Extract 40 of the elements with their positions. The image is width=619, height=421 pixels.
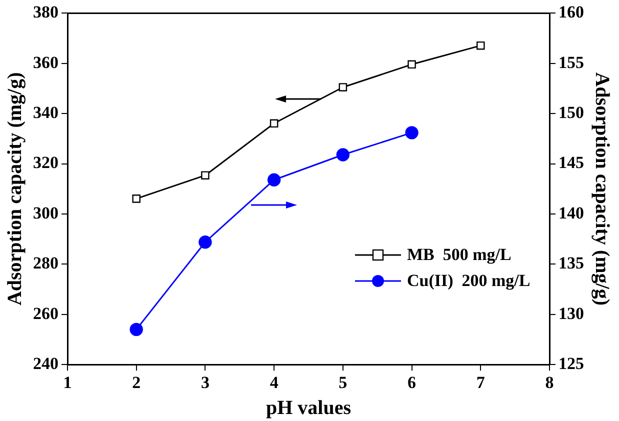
point (405, 126, 418, 140)
point (132, 194, 140, 203)
point (336, 148, 350, 162)
point (201, 171, 210, 180)
x-tick-label: 5 (338, 373, 348, 392)
y-tick-label: 340 (33, 102, 58, 122)
y2-tick-label: 160 (558, 2, 584, 22)
x-tick-label: 1 (63, 373, 72, 392)
y2-tick-label: 135 (558, 254, 584, 273)
point (198, 236, 212, 249)
y-tick-label: 320 (33, 153, 58, 172)
x-tick-label: 3 (200, 373, 210, 392)
x-axis-title: pH values (266, 397, 352, 420)
y-tick-label: 360 (33, 52, 58, 72)
point (267, 173, 281, 186)
y2-tick-label: 130 (558, 304, 584, 323)
legend-label: MB 500 mg/L (406, 244, 512, 266)
y2-tick-label: 145 (558, 153, 584, 172)
x-tick-label: 6 (408, 373, 416, 392)
point (476, 41, 485, 50)
y-tick-label: 240 (33, 354, 58, 373)
y-axis-title: Adsorption capacity (mg/g) (4, 72, 26, 306)
y2-tick-label: 150 (558, 102, 584, 122)
y2-tick-label: 155 (558, 52, 584, 72)
point (408, 60, 416, 69)
y-tick-label: 280 (33, 254, 58, 273)
y2-tick-label: 125 (558, 354, 584, 373)
legend-label: Cu(II) 200 mg/L (406, 270, 530, 292)
y-tick-label: 380 (33, 2, 58, 22)
y2-axis-title: Adsorption capacity (mg/g) (590, 72, 613, 306)
x-tick-label: 7 (476, 373, 486, 392)
x-tick-label: 2 (132, 373, 141, 392)
y2-tick-label: 140 (558, 203, 584, 222)
x-tick-label: 4 (270, 373, 279, 392)
y-tick-label: 300 (33, 203, 58, 222)
x-tick-label: 8 (545, 373, 554, 392)
point (270, 119, 278, 128)
y-tick-label: 260 (33, 304, 58, 323)
point (338, 83, 348, 92)
point (130, 322, 143, 336)
